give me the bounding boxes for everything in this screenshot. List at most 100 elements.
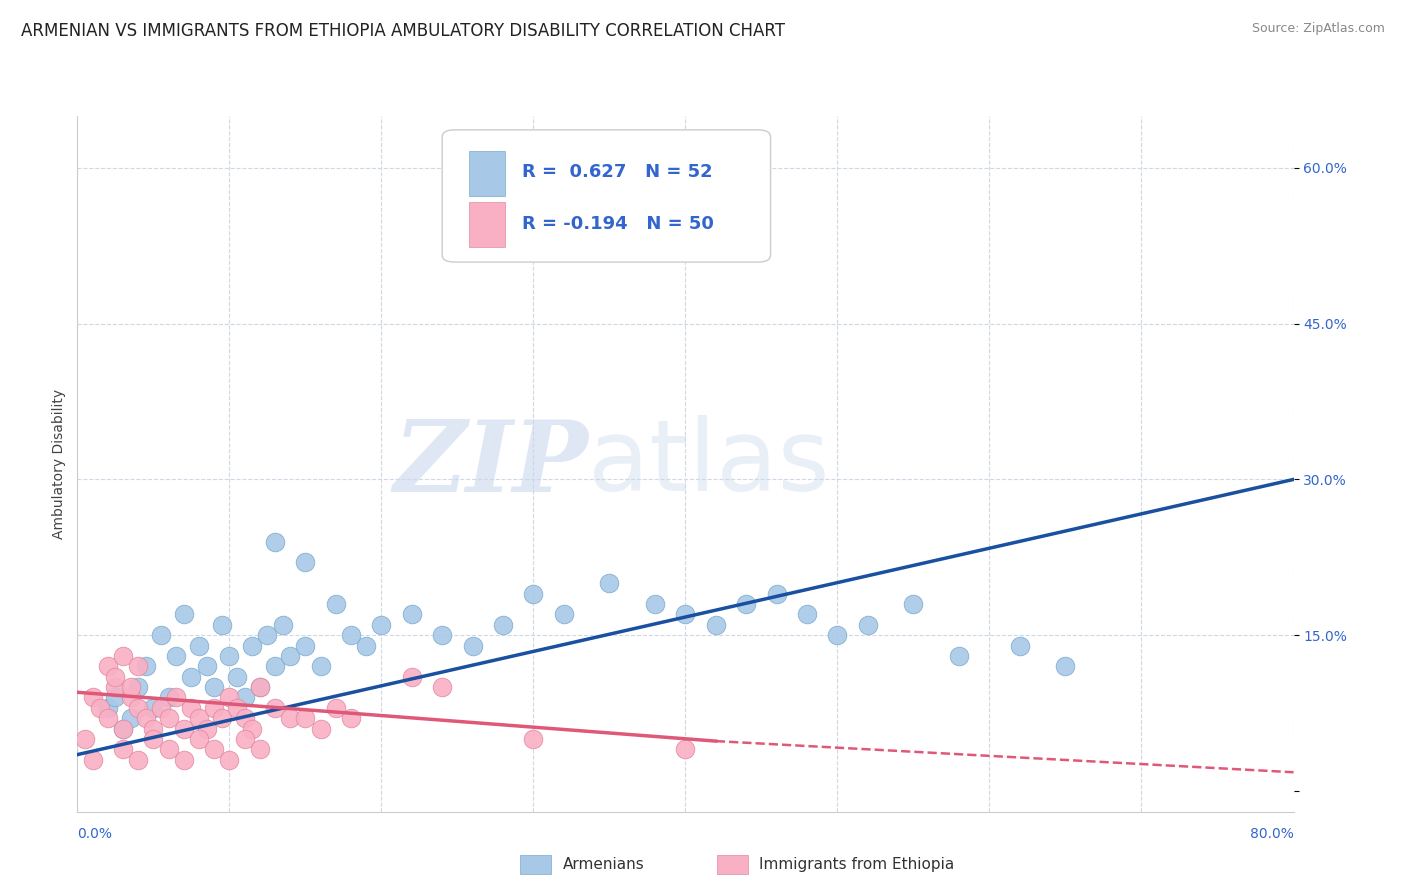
Bar [470, 202, 505, 247]
Point [104, 690, 127, 705]
Point [142, 732, 165, 747]
Point [354, 639, 377, 653]
Point [211, 711, 233, 725]
Point [765, 587, 787, 601]
Point [173, 607, 195, 622]
Point [856, 617, 879, 632]
Point [294, 639, 316, 653]
Point [340, 628, 363, 642]
Point [120, 680, 142, 694]
Point [704, 617, 727, 632]
Point [89, 701, 111, 715]
Point [135, 711, 157, 725]
Point [195, 722, 218, 736]
Point [461, 639, 484, 653]
Point [233, 690, 256, 705]
Point [430, 680, 453, 694]
Point [111, 742, 134, 756]
Point [142, 701, 165, 715]
Point [325, 597, 347, 611]
Point [240, 722, 263, 736]
Point [188, 732, 211, 747]
Point [173, 753, 195, 767]
Text: Immigrants from Ethiopia: Immigrants from Ethiopia [759, 857, 955, 871]
Point [309, 722, 332, 736]
Point [675, 607, 697, 622]
Point [127, 659, 149, 673]
Point [644, 597, 666, 611]
Point [180, 670, 202, 684]
Point [675, 742, 697, 756]
Point [226, 670, 249, 684]
Point [249, 742, 271, 756]
Point [256, 628, 278, 642]
Point [278, 648, 301, 663]
Point [249, 680, 271, 694]
Point [325, 701, 347, 715]
Point [127, 753, 149, 767]
Point [97, 659, 120, 673]
FancyBboxPatch shape [441, 130, 770, 262]
Point [1054, 659, 1077, 673]
Point [240, 639, 263, 653]
Point [401, 607, 423, 622]
Text: ARMENIAN VS IMMIGRANTS FROM ETHIOPIA AMBULATORY DISABILITY CORRELATION CHART: ARMENIAN VS IMMIGRANTS FROM ETHIOPIA AMB… [21, 22, 785, 40]
Y-axis label: Ambulatory Disability: Ambulatory Disability [52, 389, 66, 539]
Point [233, 732, 256, 747]
Point [796, 607, 818, 622]
Point [111, 722, 134, 736]
Point [149, 701, 172, 715]
Point [233, 711, 256, 725]
Point [188, 639, 211, 653]
Point [149, 628, 172, 642]
Point [553, 607, 575, 622]
Point [202, 701, 225, 715]
Point [903, 597, 925, 611]
Point [271, 617, 294, 632]
Point [135, 659, 157, 673]
Point [522, 732, 544, 747]
Point [82, 753, 104, 767]
Text: Armenians: Armenians [562, 857, 644, 871]
Point [294, 556, 316, 570]
Point [73, 732, 96, 747]
Point [1008, 639, 1031, 653]
Point [948, 648, 970, 663]
Point [202, 742, 225, 756]
Point [127, 680, 149, 694]
Point [278, 711, 301, 725]
Point [340, 711, 363, 725]
Point [157, 742, 180, 756]
Point [598, 576, 620, 591]
Point [249, 680, 271, 694]
Point [202, 680, 225, 694]
Point [735, 597, 758, 611]
Point [195, 659, 218, 673]
Point [430, 628, 453, 642]
Point [226, 701, 249, 715]
Point [104, 670, 127, 684]
Point [370, 617, 392, 632]
Point [173, 722, 195, 736]
Point [104, 680, 127, 694]
Point [111, 722, 134, 736]
Point [82, 690, 104, 705]
Point [218, 648, 240, 663]
Bar [470, 151, 505, 196]
Point [127, 701, 149, 715]
Point [309, 659, 332, 673]
Point [522, 587, 544, 601]
Point [401, 670, 423, 684]
Point [264, 659, 287, 673]
Point [218, 690, 240, 705]
Point [157, 711, 180, 725]
Point [211, 617, 233, 632]
Text: Source: ZipAtlas.com: Source: ZipAtlas.com [1251, 22, 1385, 36]
Text: ZIP: ZIP [394, 416, 588, 512]
Point [157, 690, 180, 705]
Text: 80.0%: 80.0% [1250, 827, 1294, 841]
Point [188, 711, 211, 725]
Point [142, 722, 165, 736]
Point [97, 701, 120, 715]
Text: R = -0.194   N = 50: R = -0.194 N = 50 [523, 215, 714, 233]
